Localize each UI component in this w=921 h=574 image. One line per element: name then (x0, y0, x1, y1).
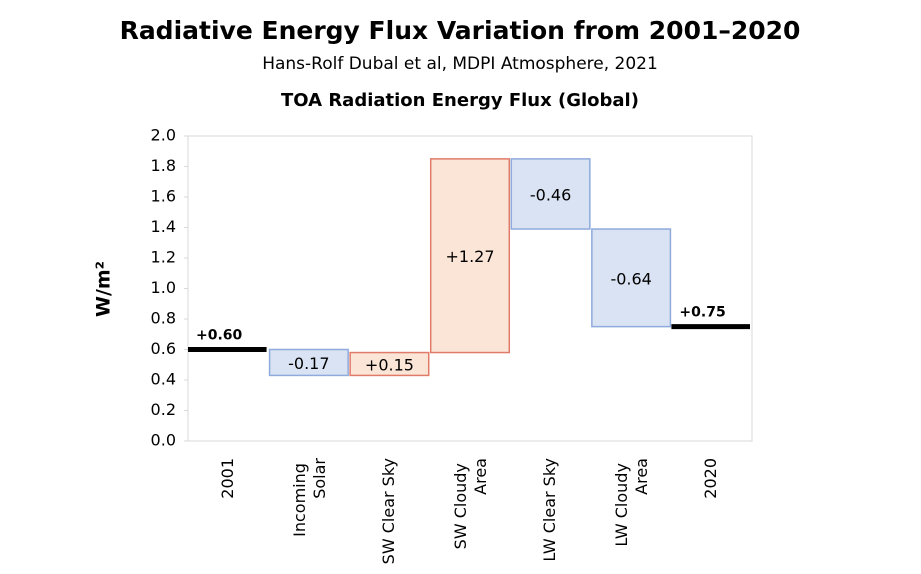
plot-title: TOA Radiation Energy Flux (Global) (281, 90, 639, 111)
value-label: -0.64 (610, 269, 651, 288)
total-line (671, 324, 750, 330)
x-tick-label: 2001 (218, 458, 237, 499)
bar (510, 158, 591, 230)
value-label: -0.46 (530, 185, 571, 204)
y-tick-label: 0.4 (151, 370, 176, 389)
value-label: +1.27 (445, 247, 494, 266)
y-tick-label: 1.8 (151, 156, 176, 175)
bar (349, 351, 430, 377)
bar (268, 348, 349, 377)
y-tick-label: 1.2 (151, 248, 176, 267)
value-label: +0.75 (679, 305, 725, 321)
x-tick-label: SW Clear Sky (379, 458, 398, 564)
y-tick-label: 1.6 (151, 187, 176, 206)
y-tick-label: 0.6 (151, 339, 176, 358)
x-tick-label: 2020 (701, 458, 720, 499)
bar (591, 228, 672, 328)
value-label: +0.15 (365, 355, 414, 374)
y-tick-label: 0.2 (151, 400, 176, 419)
x-tick-label: Incoming Solar (289, 458, 328, 537)
chart-title: Radiative Energy Flux Variation from 200… (120, 16, 801, 45)
y-tick-label: 0.0 (151, 431, 176, 450)
y-tick-label: 0.8 (151, 309, 176, 328)
y-tick-label: 1.4 (151, 217, 176, 236)
x-tick-label: LW Cloudy Area (612, 458, 651, 547)
bar (429, 158, 511, 354)
value-label: -0.17 (288, 354, 329, 373)
x-tick-label: LW Clear Sky (540, 458, 559, 562)
x-tick-label: SW Cloudy Area (451, 458, 490, 549)
value-label: +0.60 (196, 328, 243, 344)
y-axis-label: W/m² (93, 261, 115, 317)
chart-subtitle: Hans-Rolf Dubal et al, MDPI Atmosphere, … (262, 54, 658, 74)
y-tick-label: 1.0 (151, 278, 176, 297)
y-tick-label: 2.0 (151, 126, 176, 145)
total-line (188, 347, 267, 352)
